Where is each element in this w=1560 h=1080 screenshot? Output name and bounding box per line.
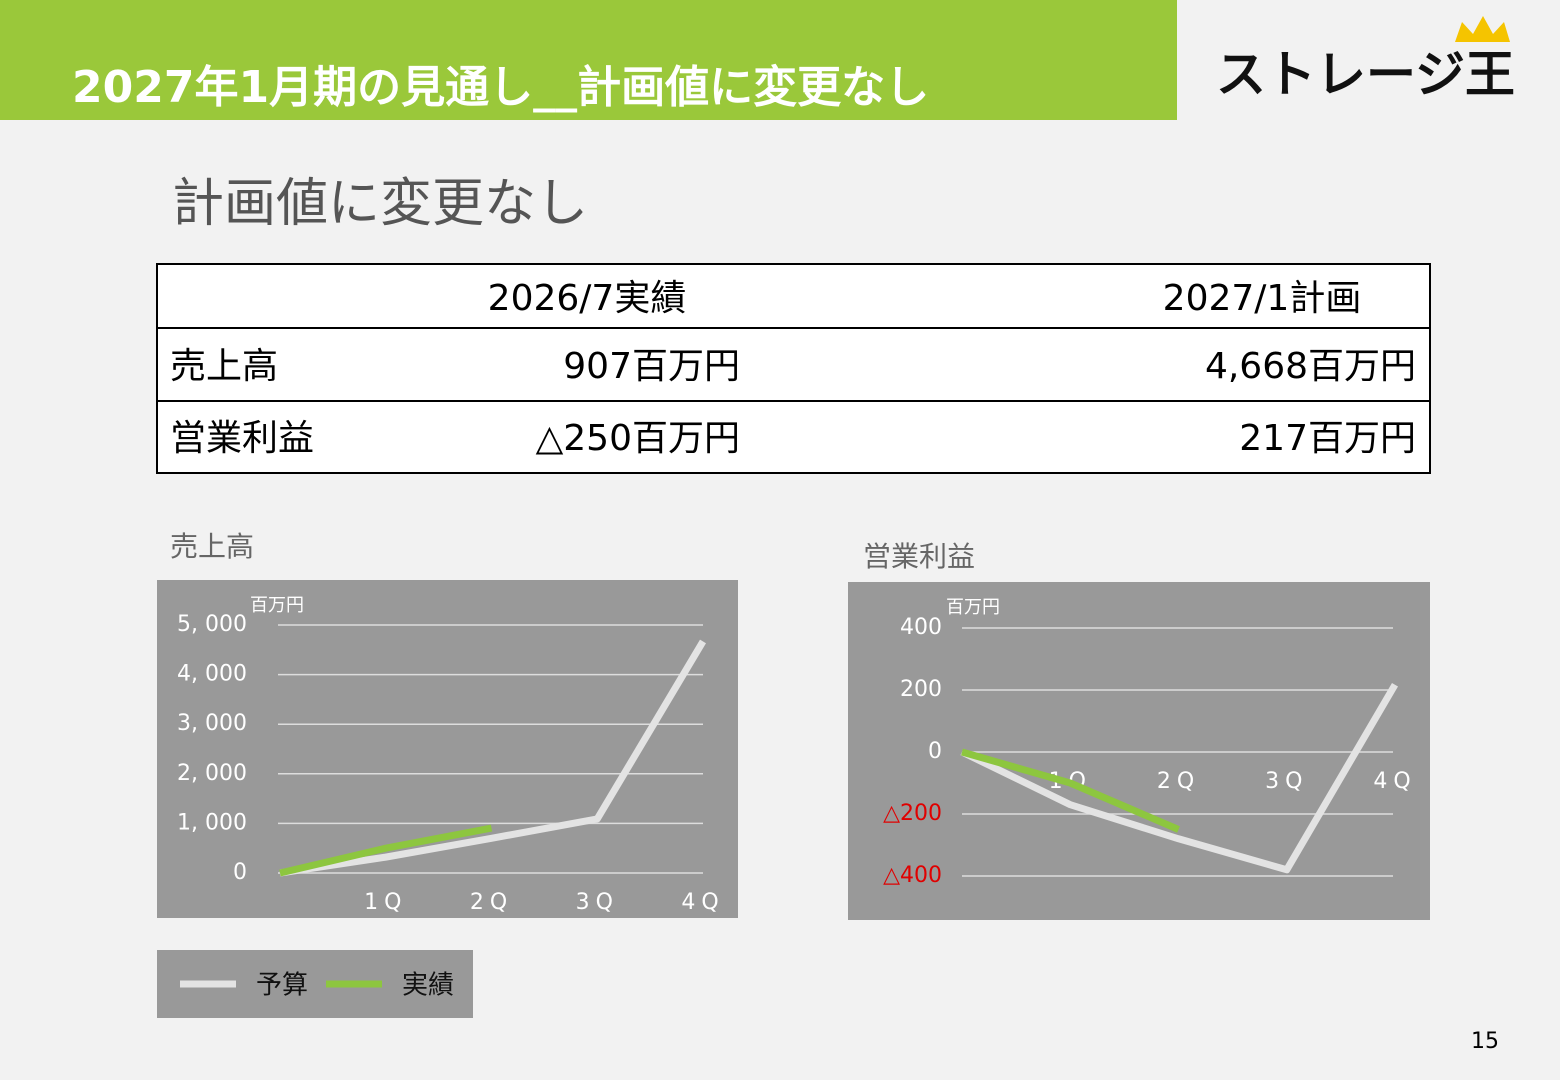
header-bar xyxy=(0,0,1177,120)
y-tick-label: 4, 000 xyxy=(177,662,247,687)
table-cell: 907百万円 xyxy=(563,346,740,387)
series-line xyxy=(279,639,707,877)
table-row-label: 売上高 xyxy=(170,346,278,387)
chart-area xyxy=(848,582,1430,920)
x-tick-label: 3Q xyxy=(1265,769,1308,794)
page-number: 15 xyxy=(1471,1029,1499,1054)
table-row-label: 営業利益 xyxy=(170,418,314,459)
x-tick-label: 4Q xyxy=(681,890,724,915)
series-line xyxy=(279,824,493,877)
y-tick-label: 2, 000 xyxy=(177,761,247,786)
crown xyxy=(1455,16,1510,42)
y-tick-label: 1, 000 xyxy=(177,810,247,835)
subtitle: 計画値に変更なし xyxy=(172,174,588,234)
y-tick-label: 0 xyxy=(928,739,942,764)
y-tick-label: 3, 000 xyxy=(177,711,247,736)
legend-label: 予算 xyxy=(256,971,308,1001)
x-tick-label: 2Q xyxy=(470,890,513,915)
table-cell: 4,668百万円 xyxy=(1205,346,1416,387)
chart-title: 売上高 xyxy=(170,530,254,563)
unit-label: 百万円 xyxy=(946,597,1000,618)
y-tick-label: 5, 000 xyxy=(177,612,247,637)
x-tick-label: 2Q xyxy=(1157,769,1200,794)
y-tick-label: 200 xyxy=(900,677,942,702)
header-title: 2027年1月期の見通し__計画値に変更なし xyxy=(72,62,929,113)
table-header: 2026/7実績 xyxy=(488,278,687,319)
y-tick-label: △200 xyxy=(883,801,942,826)
series-line xyxy=(961,748,1180,833)
series-line xyxy=(960,682,1399,874)
y-tick-label: 0 xyxy=(233,860,247,885)
y-tick-label: △400 xyxy=(883,863,942,888)
table-header: 2027/1計画 xyxy=(1163,278,1362,319)
x-tick-label: 1Q xyxy=(364,890,407,915)
table xyxy=(156,263,1431,474)
table-cell: 217百万円 xyxy=(1239,418,1416,459)
legend-label: 実績 xyxy=(402,971,454,1001)
chart-title: 営業利益 xyxy=(863,540,975,573)
y-tick-label: 400 xyxy=(900,615,942,640)
logo: ストレージ王 xyxy=(1216,46,1515,104)
table-cell: △250百万円 xyxy=(536,418,740,459)
x-tick-label: 4Q xyxy=(1373,769,1416,794)
x-tick-label: 3Q xyxy=(576,890,619,915)
unit-label: 百万円 xyxy=(250,595,304,616)
